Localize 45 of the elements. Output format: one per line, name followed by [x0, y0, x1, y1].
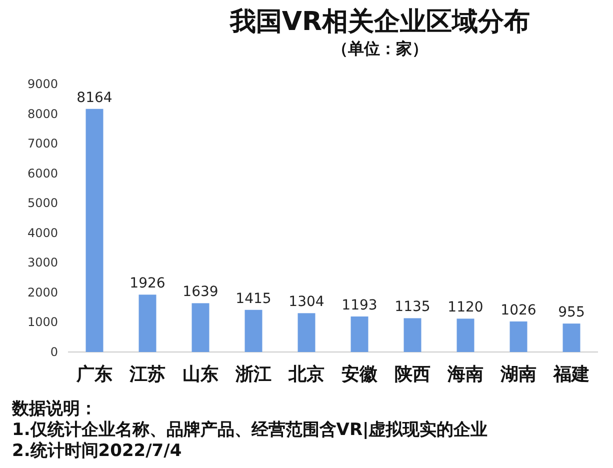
x-tick-label: 福建 [552, 364, 590, 385]
text: 数据说明： [11, 399, 97, 419]
data-label: 1415 [236, 290, 272, 307]
x-tick-label: 广东 [76, 364, 112, 385]
y-tick-label: 6000 [27, 166, 58, 180]
data-label: 1639 [182, 284, 218, 300]
y-tick-label: 5000 [27, 196, 58, 210]
y-tick-label: 8000 [27, 106, 58, 121]
y-tick-label: 9000 [27, 77, 58, 91]
x-tick-label: 安徽 [342, 364, 378, 385]
bar [138, 294, 156, 352]
data-label: 955 [558, 304, 585, 321]
data-label: 1120 [448, 300, 484, 316]
data-label: 1026 [500, 302, 536, 318]
bar [510, 321, 528, 352]
bar [456, 318, 474, 352]
x-tick-label: 江苏 [128, 364, 166, 385]
data-label: 1304 [288, 294, 324, 310]
data-label: 1135 [394, 299, 430, 316]
y-tick-label: 4000 [27, 226, 58, 240]
text: 2.统计时间2022/7/4 [12, 441, 182, 461]
data-label: 1926 [130, 276, 166, 292]
chart-subtitle: （单位：家） [332, 39, 428, 58]
y-tick-label: 1000 [27, 315, 58, 330]
y-tick-label: 2000 [27, 285, 58, 300]
y-tick-label: 3000 [27, 256, 58, 270]
y-tick-label: 7000 [27, 136, 58, 151]
data-label: 8164 [76, 90, 112, 106]
x-tick-label: 山东 [182, 364, 218, 385]
x-tick-label: 海南 [446, 364, 484, 385]
data-label: 1193 [342, 297, 378, 314]
y-tick-label: 0 [50, 345, 58, 359]
x-tick-label: 陕西 [394, 364, 430, 385]
bar [244, 310, 262, 352]
bar [404, 318, 422, 352]
bar [298, 313, 316, 352]
bar [562, 324, 580, 352]
bar [86, 108, 104, 352]
x-tick-label: 北京 [288, 364, 324, 385]
bar [192, 303, 210, 352]
x-tick-label: 浙江 [234, 364, 272, 385]
text: 1.仅统计企业名称、品牌产品、经营范围含VR|虚拟现实的企业 [12, 420, 488, 440]
x-tick-label: 湖南 [500, 364, 536, 385]
bar [350, 316, 368, 352]
chart-title: 我国VR相关企业区域分布 [228, 7, 530, 37]
